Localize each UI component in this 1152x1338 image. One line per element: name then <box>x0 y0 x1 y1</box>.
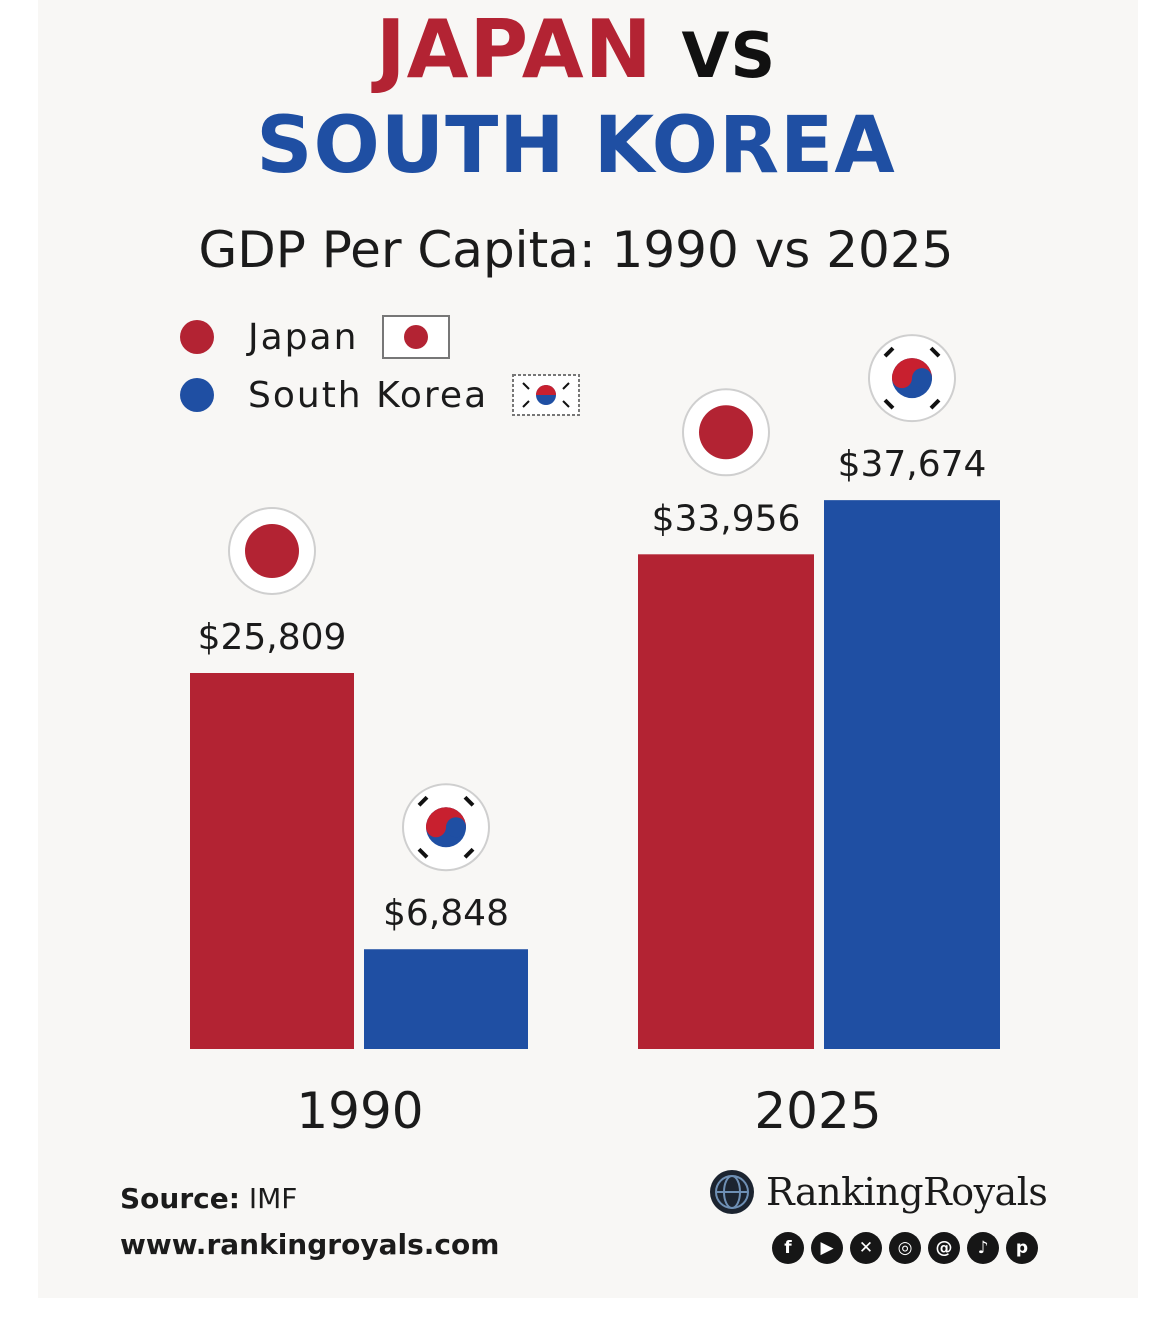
source-text: Source: IMF <box>120 1182 297 1215</box>
south-korea-flag-icon <box>512 374 581 416</box>
x-tick-label-2025: 2025 <box>754 1082 882 1140</box>
instagram-icon[interactable]: ◎ <box>889 1232 921 1264</box>
social-icons: f ▶ ✕ ◎ @ ♪ p <box>772 1232 1045 1264</box>
title-vs: VS <box>681 19 777 92</box>
data-label-japan-2025: $33,956 <box>652 498 801 539</box>
x-icon[interactable]: ✕ <box>850 1232 882 1264</box>
legend-item-japan: Japan <box>180 314 451 360</box>
globe-logo-icon <box>710 1170 754 1214</box>
source-label: Source: <box>120 1182 240 1215</box>
website-url[interactable]: www.rankingroyals.com <box>120 1228 500 1261</box>
title-line-1: JAPAN VS <box>0 2 1152 104</box>
japan-flag-icon <box>382 315 451 359</box>
tiktok-icon[interactable]: ♪ <box>967 1232 999 1264</box>
x-tick-label-1990: 1990 <box>296 1082 424 1140</box>
brand: RankingRoyals <box>708 1168 1048 1216</box>
pinterest-icon[interactable]: p <box>1006 1232 1038 1264</box>
bar-japan-2025 <box>638 554 814 1049</box>
legend-label-south-korea: South Korea <box>248 374 489 416</box>
title-south-korea: SOUTH KOREA <box>256 101 896 191</box>
bar-japan-1990 <box>190 673 354 1049</box>
source-value: IMF <box>239 1182 298 1215</box>
japan-flag-icon <box>228 507 316 595</box>
data-label-japan-1990: $25,809 <box>198 617 347 658</box>
south-korea-flag-icon <box>868 334 956 423</box>
data-label-south-korea-1990: $6,848 <box>383 893 509 934</box>
bar-south-korea-2025 <box>824 500 1000 1049</box>
legend-item-south-korea: South Korea <box>180 372 581 418</box>
south-korea-flag-icon <box>402 783 490 872</box>
legend-swatch-japan <box>180 320 214 354</box>
youtube-icon[interactable]: ▶ <box>811 1232 843 1264</box>
data-label-south-korea-2025: $37,674 <box>838 444 987 485</box>
title-japan: JAPAN <box>375 3 653 96</box>
chart-subtitle: GDP Per Capita: 1990 vs 2025 <box>198 221 954 279</box>
threads-icon[interactable]: @ <box>928 1232 960 1264</box>
brand-name: RankingRoyals <box>766 1170 1048 1214</box>
japan-flag-icon <box>682 388 770 477</box>
legend-label-japan: Japan <box>248 316 359 358</box>
legend-swatch-south-korea <box>180 378 214 412</box>
facebook-icon[interactable]: f <box>772 1232 804 1264</box>
bar-south-korea-1990 <box>364 949 528 1049</box>
